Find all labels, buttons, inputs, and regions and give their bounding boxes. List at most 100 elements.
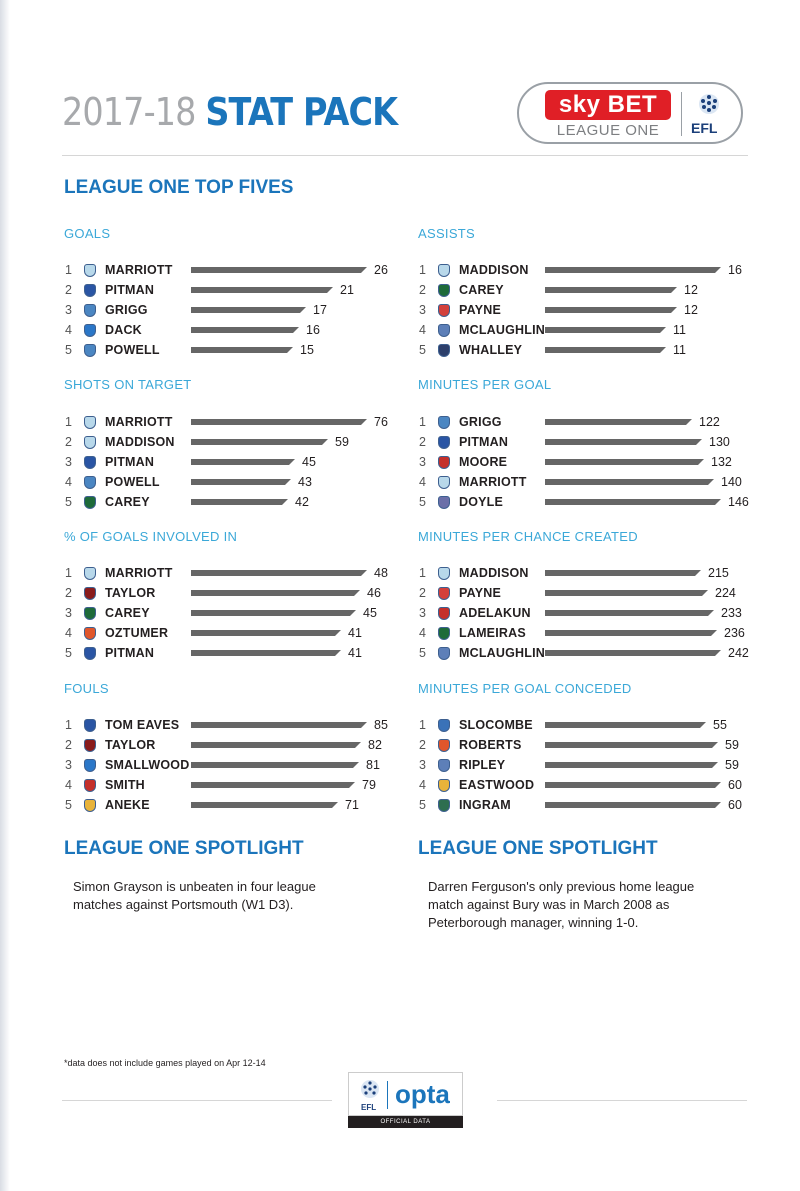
stat-value: 12 (684, 303, 698, 317)
club-crest-icon (84, 304, 96, 317)
rank-number: 4 (65, 475, 72, 489)
stat-bar (191, 590, 360, 596)
stat-row: 2 TAYLOR 82 (65, 737, 395, 755)
opta-official-data-logo: EFL opta OFFICIAL DATA (348, 1072, 463, 1128)
stat-bar (545, 439, 702, 445)
club-crest-icon (84, 739, 96, 752)
rank-number: 1 (65, 415, 72, 429)
rank-number: 5 (419, 495, 426, 509)
stat-bar (545, 630, 717, 636)
stat-row: 4 LAMEIRAS 236 (419, 625, 749, 643)
stat-value: 59 (725, 758, 739, 772)
club-crest-icon (438, 476, 450, 489)
rank-number: 4 (419, 778, 426, 792)
stat-row: 5 DOYLE 146 (419, 494, 749, 512)
player-name: LAMEIRAS (459, 626, 526, 640)
official-data-strip: OFFICIAL DATA (348, 1116, 463, 1128)
rank-number: 5 (65, 798, 72, 812)
stat-row: 5 CAREY 42 (65, 494, 395, 512)
stat-bar (191, 307, 306, 313)
stat-bar (191, 327, 299, 333)
player-name: DACK (105, 323, 142, 337)
club-crest-icon (438, 799, 450, 812)
player-name: SLOCOMBE (459, 718, 533, 732)
stat-row: 5 ANEKE 71 (65, 797, 395, 815)
rank-number: 5 (419, 798, 426, 812)
stat-row: 4 EASTWOOD 60 (419, 777, 749, 795)
player-name: OZTUMER (105, 626, 169, 640)
logo-divider (681, 92, 682, 136)
club-crest-icon (438, 456, 450, 469)
stat-value: 82 (368, 738, 382, 752)
stat-row: 1 MARRIOTT 48 (65, 565, 395, 583)
stat-row: 3 PITMAN 45 (65, 454, 395, 472)
block-title: MINUTES PER CHANCE CREATED (418, 529, 638, 544)
rank-number: 5 (419, 646, 426, 660)
player-name: ROBERTS (459, 738, 522, 752)
stat-value: 236 (724, 626, 745, 640)
club-crest-icon (84, 324, 96, 337)
stat-bar (545, 570, 701, 576)
player-name: SMITH (105, 778, 145, 792)
stat-value: 26 (374, 263, 388, 277)
stat-bar (545, 419, 692, 425)
club-crest-icon (84, 436, 96, 449)
stat-row: 3 RIPLEY 59 (419, 757, 749, 775)
stat-value: 60 (728, 778, 742, 792)
club-crest-icon (84, 587, 96, 600)
stat-bar (191, 722, 367, 728)
block-title: MINUTES PER GOAL CONCEDED (418, 681, 632, 696)
rank-number: 4 (65, 778, 72, 792)
sky-bet-wordmark: sky BET (545, 90, 671, 120)
stat-value: 146 (728, 495, 749, 509)
stat-value: 81 (366, 758, 380, 772)
spotlight-text-right: Darren Ferguson's only previous home lea… (428, 879, 695, 930)
club-crest-icon (438, 436, 450, 449)
club-crest-icon (438, 779, 450, 792)
player-name: ANEKE (105, 798, 150, 812)
club-crest-icon (84, 284, 96, 297)
stat-row: 3 PAYNE 12 (419, 302, 749, 320)
stat-pack-label: STAT PACK (205, 90, 398, 134)
efl-ball-small-icon (361, 1080, 379, 1098)
rank-number: 4 (419, 626, 426, 640)
rank-number: 3 (65, 606, 72, 620)
stat-row: 1 GRIGG 122 (419, 414, 749, 432)
rank-number: 5 (65, 495, 72, 509)
stat-bar (545, 782, 721, 788)
rank-number: 2 (419, 435, 426, 449)
stat-row: 1 MARRIOTT 76 (65, 414, 395, 432)
stat-value: 60 (728, 798, 742, 812)
player-name: MCLAUGHLIN (459, 646, 546, 660)
stat-row: 4 DACK 16 (65, 322, 395, 340)
rank-number: 1 (65, 566, 72, 580)
rank-number: 2 (65, 283, 72, 297)
stat-bar (545, 762, 718, 768)
stat-bar (545, 267, 721, 273)
player-name: INGRAM (459, 798, 511, 812)
stat-value: 215 (708, 566, 729, 580)
club-crest-icon (438, 264, 450, 277)
stat-bar (191, 650, 341, 656)
stat-value: 15 (300, 343, 314, 357)
stat-value: 76 (374, 415, 388, 429)
stat-value: 42 (295, 495, 309, 509)
stat-bar (191, 287, 333, 293)
club-crest-icon (84, 416, 96, 429)
stat-value: 12 (684, 283, 698, 297)
rank-number: 3 (419, 303, 426, 317)
stat-row: 2 ROBERTS 59 (419, 737, 749, 755)
stat-row: 1 MADDISON 215 (419, 565, 749, 583)
stat-value: 41 (348, 626, 362, 640)
rank-number: 4 (65, 323, 72, 337)
club-crest-icon (438, 284, 450, 297)
rank-number: 2 (419, 283, 426, 297)
stat-row: 2 CAREY 12 (419, 282, 749, 300)
stat-value: 59 (335, 435, 349, 449)
rank-number: 3 (65, 455, 72, 469)
stat-bar (545, 590, 708, 596)
club-crest-icon (438, 627, 450, 640)
player-name: MCLAUGHLIN (459, 323, 546, 337)
rank-number: 1 (419, 718, 426, 732)
footer-divider-right (497, 1100, 747, 1101)
